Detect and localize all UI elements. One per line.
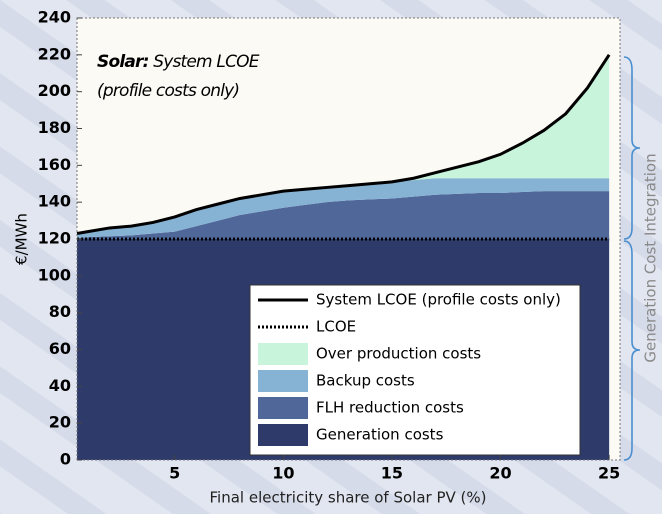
y-axis-label: €/MWh <box>13 213 31 265</box>
legend-swatch <box>258 397 308 419</box>
x-tick-label: 15 <box>381 464 403 483</box>
y-tick-label: 100 <box>38 265 71 284</box>
legend-label: System LCOE (profile costs only) <box>316 291 561 309</box>
annotation-text: System LCOE <box>153 52 260 72</box>
y-tick-label: 40 <box>49 376 71 395</box>
line <box>76 54 611 235</box>
y-tick-label: 60 <box>49 339 71 358</box>
x-tick-label: 10 <box>272 464 294 483</box>
legend-label: Over production costs <box>316 345 481 363</box>
area <box>77 178 610 239</box>
legend-label: Backup costs <box>316 372 415 390</box>
legend-label: Generation costs <box>316 426 444 444</box>
y-tick-label: 200 <box>38 81 71 100</box>
y-tick-label: 80 <box>49 302 71 321</box>
y-tick-label: 120 <box>38 229 71 248</box>
x-axis-label: Final electricity share of Solar PV (%) <box>210 489 487 507</box>
annotation: Solar: System LCOE <box>97 52 260 72</box>
area <box>77 191 610 239</box>
y-tick-label: 240 <box>38 8 71 27</box>
x-tick-label: 25 <box>598 464 620 483</box>
y-tick-label: 220 <box>38 44 71 63</box>
legend-swatch <box>258 370 308 392</box>
annotation-bold: Solar: <box>97 52 149 72</box>
y-tick-label: 140 <box>38 192 71 211</box>
brace-upper <box>623 56 641 240</box>
legend-label: FLH reduction costs <box>316 399 464 417</box>
side-label: Generation Cost Integration <box>642 153 660 362</box>
legend-swatch <box>258 343 308 365</box>
y-tick-label: 160 <box>38 155 71 174</box>
legend-swatch <box>258 424 308 446</box>
annotation: (profile costs only) <box>97 81 239 101</box>
legend-label: LCOE <box>316 318 356 336</box>
x-tick-label: 20 <box>489 464 511 483</box>
brace-lower <box>623 240 641 461</box>
y-tick-label: 20 <box>49 413 71 432</box>
x-tick-label: 5 <box>169 464 180 483</box>
y-tick-label: 0 <box>60 450 71 469</box>
y-tick-label: 180 <box>38 118 71 137</box>
